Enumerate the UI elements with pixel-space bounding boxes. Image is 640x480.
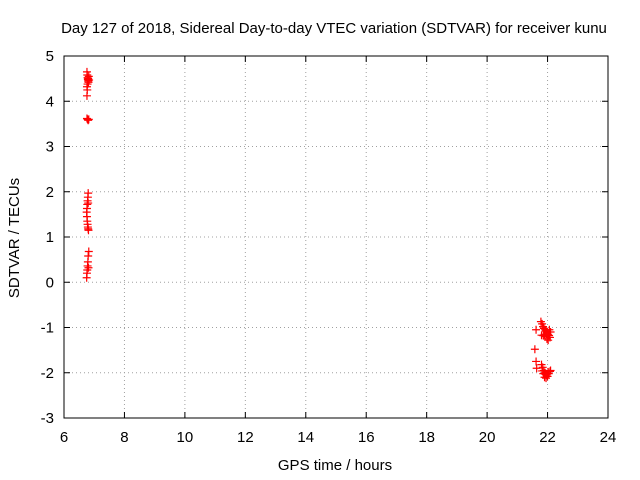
x-tick-label: 10: [177, 429, 194, 446]
data-points: [82, 67, 555, 383]
y-tick-label: -2: [41, 365, 54, 382]
x-tick-label: 12: [237, 429, 254, 446]
x-tick-label: 22: [539, 429, 556, 446]
data-point-marker: [82, 273, 91, 282]
data-point-marker: [82, 114, 91, 123]
x-tick-label: 24: [600, 429, 617, 446]
data-point-marker: [530, 345, 539, 354]
x-tick-label: 8: [120, 429, 128, 446]
data-point-marker: [82, 91, 91, 100]
data-point-marker: [84, 247, 93, 256]
grid-layer: [64, 56, 608, 418]
data-point-marker: [540, 373, 549, 382]
y-tick-label: 3: [46, 139, 54, 156]
y-axis-label: SDTVAR / TECUs: [6, 178, 23, 298]
y-tick-label: 4: [46, 93, 54, 110]
data-point-marker: [84, 199, 93, 208]
data-point-marker: [545, 325, 554, 334]
x-tick-label: 16: [358, 429, 375, 446]
y-tick-label: -3: [41, 410, 54, 427]
x-tick-label: 18: [418, 429, 435, 446]
data-point-marker: [532, 364, 541, 373]
data-point-marker: [85, 75, 94, 84]
y-tick-label: 0: [46, 274, 54, 291]
data-point-marker: [540, 330, 549, 339]
y-tick-label: 5: [46, 48, 54, 65]
data-point-marker: [84, 115, 93, 124]
y-tick-label: 2: [46, 184, 54, 201]
data-point-marker: [84, 263, 93, 272]
data-point-marker: [84, 226, 93, 235]
x-tick-label: 20: [479, 429, 496, 446]
y-tick-label: 1: [46, 229, 54, 246]
data-point-marker: [532, 357, 541, 366]
y-tick-label: -1: [41, 320, 54, 337]
data-point-marker: [532, 325, 541, 334]
data-point-marker: [84, 116, 93, 125]
chart-title: Day 127 of 2018, Sidereal Day-to-day VTE…: [61, 20, 607, 37]
data-point-marker: [538, 366, 547, 375]
data-point-marker: [84, 74, 93, 83]
data-point-marker: [544, 367, 553, 376]
data-point-marker: [542, 374, 551, 383]
x-tick-label: 6: [60, 429, 68, 446]
x-tick-label: 14: [297, 429, 314, 446]
x-axis-label: GPS time / hours: [278, 457, 392, 474]
